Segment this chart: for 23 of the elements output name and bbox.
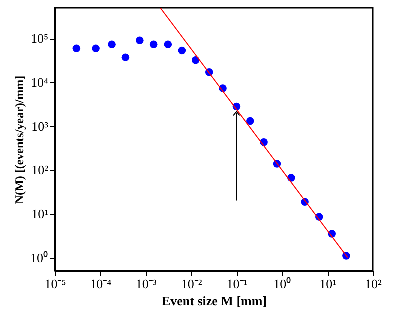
point <box>178 46 186 55</box>
y-tick-label: 10⁴ <box>30 74 49 90</box>
x-tick-label: 10⁻² <box>181 276 202 292</box>
x-axis-title: Event size M [mm] <box>162 294 268 308</box>
point <box>150 40 158 48</box>
point <box>136 36 144 45</box>
y-tick-label: 10³ <box>32 118 49 134</box>
point <box>164 40 172 48</box>
y-tick-label: 10² <box>32 162 49 178</box>
y-axis-title: N(M) [(events/year)/mm] <box>12 76 26 204</box>
point <box>108 40 116 48</box>
point <box>246 117 254 126</box>
x-tick-label: 10⁻⁴ <box>90 276 112 292</box>
x-tick-label: 10⁻⁵ <box>44 276 66 292</box>
x-tick-label: 10⁻¹ <box>226 276 248 292</box>
point <box>122 54 130 62</box>
x-tick-label: 10¹ <box>320 276 337 292</box>
y-tick-label: 10⁵ <box>30 31 48 46</box>
y-tick-label: 10¹ <box>32 206 49 222</box>
y-tick-label: 10⁰ <box>30 250 48 266</box>
x-tick-label: 10⁻³ <box>136 276 157 292</box>
x-tick-label: 10² <box>365 276 382 292</box>
x-tick-label: 10⁰ <box>274 276 292 292</box>
